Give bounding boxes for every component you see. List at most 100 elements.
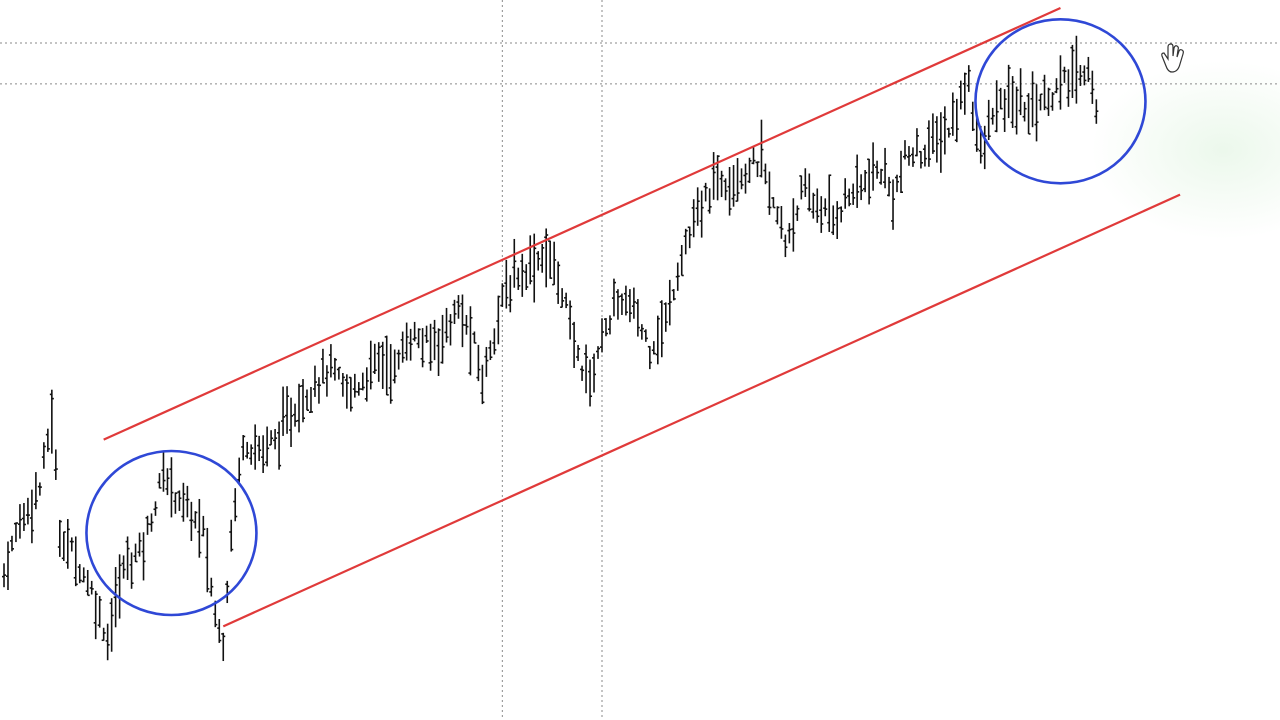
price-bar bbox=[536, 251, 541, 271]
price-bar bbox=[1074, 35, 1079, 104]
price-bar bbox=[332, 357, 337, 381]
price-bar bbox=[328, 344, 333, 378]
hand-cursor-icon bbox=[1161, 43, 1184, 73]
price-bar bbox=[731, 165, 736, 207]
price-bar bbox=[576, 344, 581, 361]
price-bar bbox=[193, 511, 198, 529]
price-bar bbox=[942, 106, 947, 155]
price-bar bbox=[217, 619, 222, 643]
price-bar bbox=[225, 580, 230, 604]
price-bar bbox=[492, 328, 497, 355]
price-bar bbox=[1058, 55, 1063, 110]
price-bar bbox=[400, 331, 405, 363]
background-glow bbox=[1090, 60, 1280, 240]
price-bar bbox=[966, 65, 971, 92]
price-bar bbox=[1090, 70, 1095, 104]
price-bar bbox=[564, 292, 569, 309]
price-bar bbox=[982, 125, 987, 170]
price-bar bbox=[281, 386, 286, 436]
price-bar bbox=[117, 554, 122, 619]
price-bar bbox=[556, 261, 561, 304]
price-bar bbox=[934, 116, 939, 163]
price-bar bbox=[1018, 68, 1023, 116]
price-bar bbox=[9, 535, 14, 552]
price-bar bbox=[755, 161, 760, 178]
price-bar bbox=[285, 386, 290, 434]
price-bar bbox=[727, 166, 732, 216]
price-bar bbox=[1034, 84, 1039, 142]
price-bar bbox=[906, 146, 911, 166]
price-bar bbox=[121, 555, 126, 579]
price-bar bbox=[958, 80, 963, 110]
price-bar bbox=[1046, 87, 1051, 116]
price-bar bbox=[1062, 66, 1067, 83]
price-bar bbox=[336, 366, 341, 380]
price-bar bbox=[970, 101, 975, 132]
price-bar bbox=[5, 541, 10, 591]
price-bar bbox=[643, 329, 648, 342]
price-bar bbox=[667, 279, 672, 326]
price-bar bbox=[1082, 65, 1087, 86]
price-bar bbox=[392, 349, 397, 384]
price-bar bbox=[169, 457, 174, 518]
price-bar bbox=[261, 435, 266, 474]
price-bar bbox=[364, 367, 369, 402]
price-bar bbox=[767, 171, 772, 215]
price-bar bbox=[129, 552, 134, 589]
price-bar bbox=[496, 295, 501, 345]
price-bar bbox=[779, 206, 784, 239]
price-bar bbox=[1066, 69, 1071, 107]
price-bar bbox=[360, 372, 365, 391]
price-bar bbox=[137, 532, 142, 557]
price-bar bbox=[380, 341, 385, 389]
price-bar bbox=[891, 179, 896, 230]
price-bar bbox=[205, 527, 210, 593]
price-bar bbox=[552, 241, 557, 286]
price-bar bbox=[954, 98, 959, 143]
price-bar bbox=[627, 289, 632, 323]
price-bar bbox=[21, 502, 26, 531]
price-bar bbox=[675, 262, 680, 291]
price-bar bbox=[516, 267, 521, 290]
price-bar bbox=[863, 170, 868, 193]
price-bar bbox=[875, 160, 880, 179]
price-bar bbox=[607, 315, 612, 335]
price-bar bbox=[1026, 93, 1031, 135]
price-bar bbox=[847, 188, 852, 207]
price-bar bbox=[1070, 44, 1075, 98]
price-bar bbox=[101, 627, 106, 642]
price-bar bbox=[683, 228, 688, 255]
price-bar bbox=[707, 188, 712, 214]
price-bar bbox=[580, 365, 585, 381]
price-bar bbox=[376, 342, 381, 382]
price-bar bbox=[320, 348, 325, 384]
price-bar bbox=[472, 331, 477, 344]
price-bar bbox=[293, 403, 298, 427]
price-bar bbox=[161, 451, 166, 492]
price-bar bbox=[177, 490, 182, 511]
price-bar bbox=[69, 537, 74, 552]
price-bar bbox=[671, 289, 676, 301]
price-bar bbox=[615, 289, 620, 320]
price-bar bbox=[448, 314, 453, 346]
price-bar bbox=[867, 158, 872, 205]
price-bar bbox=[141, 532, 146, 581]
price-bar bbox=[1050, 92, 1055, 111]
price-bar bbox=[312, 365, 317, 397]
price-bar bbox=[783, 234, 788, 258]
price-bar bbox=[743, 163, 748, 194]
price-bar bbox=[596, 346, 601, 359]
price-bar bbox=[432, 319, 437, 361]
price-bar bbox=[181, 482, 186, 522]
price-bar bbox=[512, 238, 517, 288]
price-bar bbox=[65, 519, 70, 569]
price-bar bbox=[412, 321, 417, 342]
price-bar bbox=[899, 150, 903, 193]
price-bar bbox=[827, 174, 832, 232]
price-bar bbox=[807, 173, 812, 212]
price-bar bbox=[572, 321, 577, 369]
price-bar bbox=[843, 178, 848, 209]
price-bar bbox=[839, 206, 844, 223]
highlight-circle-2 bbox=[974, 18, 1147, 185]
